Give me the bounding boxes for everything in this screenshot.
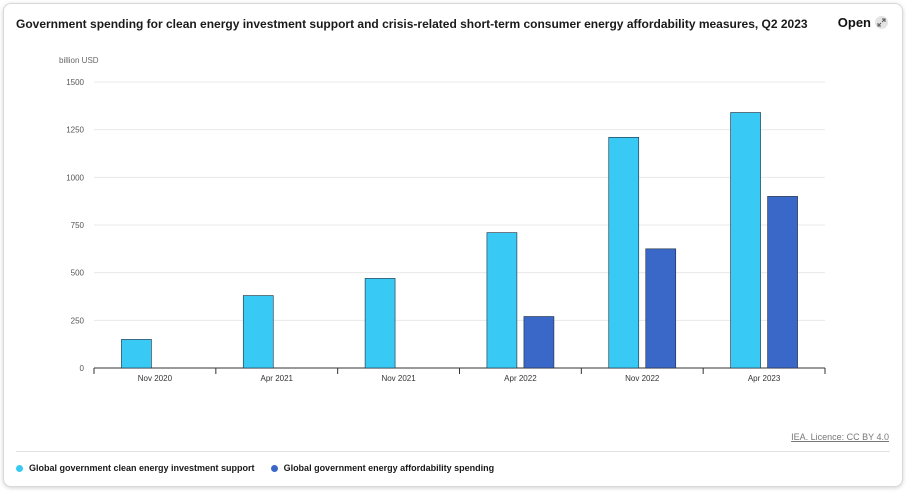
- x-tick-label: Apr 2023: [748, 374, 781, 383]
- x-tick-label: Apr 2021: [261, 374, 294, 383]
- y-tick-label: 250: [71, 316, 85, 325]
- legend-item-affordability[interactable]: Global government energy affordability s…: [270, 463, 495, 473]
- bar-affordability: [645, 248, 677, 369]
- x-tick-label: Nov 2021: [381, 374, 416, 383]
- legend-label-clean-energy: Global government clean energy investmen…: [29, 463, 255, 473]
- chart-title: Government spending for clean energy inv…: [16, 17, 808, 31]
- bar-chart: billion USD 0 250 500 750 1000 1250 1500 Nov 202…: [59, 56, 826, 383]
- chart-card: Government spending for clean energy inv…: [3, 3, 903, 487]
- bar-clean-energy: [486, 232, 518, 369]
- legend-marker-clean-energy: [16, 464, 23, 472]
- y-tick-label: 0: [80, 364, 85, 373]
- y-tick-label: 1500: [66, 78, 84, 87]
- bar-affordability: [767, 196, 798, 369]
- y-tick-label: 750: [71, 221, 85, 230]
- bar-clean-energy: [730, 112, 761, 369]
- open-button[interactable]: Open: [838, 15, 888, 30]
- x-tick-label: Nov 2022: [625, 374, 660, 383]
- y-axis-label: billion USD: [59, 56, 99, 65]
- x-tick-label: Nov 2020: [138, 374, 173, 383]
- legend-label-affordability: Global government energy affordability s…: [283, 463, 495, 473]
- legend-divider: [16, 451, 890, 452]
- licence-link[interactable]: IEA. Licence: CC BY 4.0: [791, 432, 889, 442]
- y-tick-label: 500: [71, 269, 85, 278]
- y-tick-label: 1250: [66, 126, 84, 135]
- x-tick-label: Apr 2022: [504, 374, 537, 383]
- bar-affordability: [523, 316, 555, 369]
- bar-clean-energy: [364, 278, 396, 369]
- y-tick-label: 1000: [66, 173, 84, 182]
- legend-marker-affordability: [270, 464, 278, 472]
- expand-icon[interactable]: [875, 16, 888, 29]
- open-label: Open: [837, 15, 871, 30]
- bar-clean-energy: [242, 295, 274, 369]
- legend: Global government clean energy investmen…: [16, 463, 494, 473]
- bar-clean-energy: [608, 136, 640, 369]
- bar-clean-energy: [121, 339, 152, 369]
- legend-item-clean-energy[interactable]: Global government clean energy investmen…: [16, 463, 255, 473]
